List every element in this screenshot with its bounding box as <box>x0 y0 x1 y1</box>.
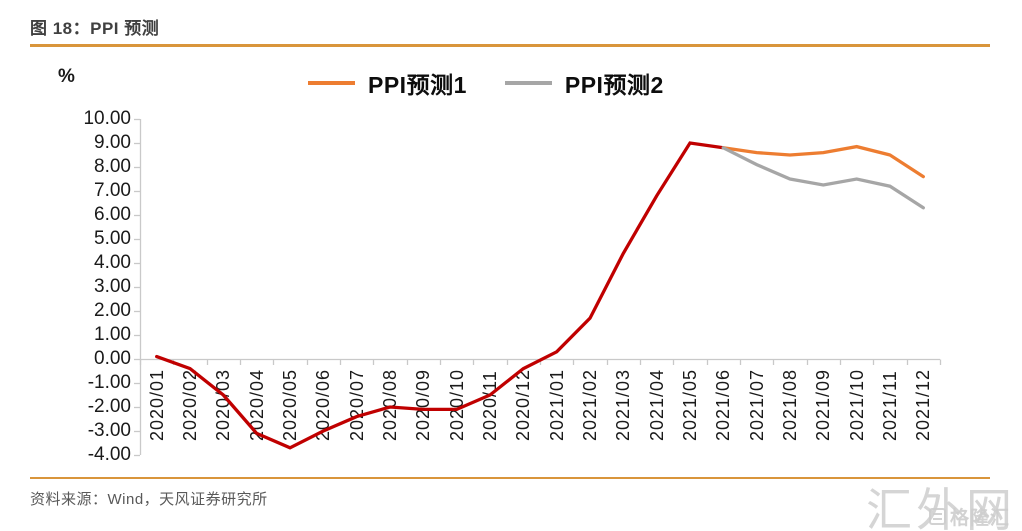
legend-label-2: PPI预测2 <box>564 72 664 98</box>
legend-item-1: PPI预测1 <box>308 66 467 100</box>
chart-legend: PPI预测1 PPI预测2 <box>308 66 664 100</box>
watermark-small-label: 格隆汇 <box>949 508 1010 529</box>
series-line-2 <box>721 146 925 210</box>
y-axis-tick-label: 8.00 <box>94 156 131 177</box>
y-axis-tick-label: -4.00 <box>87 444 131 465</box>
series-line-1 <box>721 144 925 179</box>
legend-label-1: PPI预测1 <box>368 72 467 98</box>
figure-title: 图 18：PPI 预测 <box>30 19 160 38</box>
y-axis-tick-label: -2.00 <box>87 396 131 417</box>
data-source-note: 资料来源：Wind，天风证券研究所 <box>30 491 268 508</box>
y-axis-tick-label: 4.00 <box>94 252 131 273</box>
y-axis-tick-label: 3.00 <box>94 276 131 297</box>
footer-divider-rule <box>30 477 990 479</box>
series-line-0 <box>155 141 725 450</box>
y-axis-unit-label: % <box>58 66 75 87</box>
y-axis-tick-label: 6.00 <box>94 204 131 225</box>
watermark-small: 格隆汇 <box>928 503 1010 530</box>
gelonghui-logo-icon <box>928 508 946 525</box>
y-axis-tick-label: -1.00 <box>87 372 131 393</box>
title-divider-rule <box>30 44 990 47</box>
y-axis-tick-label: 2.00 <box>94 300 131 321</box>
y-axis-tick-label: -3.00 <box>87 420 131 441</box>
legend-line-swatch-1 <box>308 81 355 85</box>
y-axis-tick-label: 1.00 <box>94 324 131 345</box>
y-axis-tick-label: 10.00 <box>83 108 131 129</box>
y-axis-tick-label: 7.00 <box>94 180 131 201</box>
y-axis-tick-label: 5.00 <box>94 228 131 249</box>
legend-line-swatch-2 <box>504 81 552 85</box>
y-axis-tick-label: 9.00 <box>94 132 131 153</box>
legend-item-2: PPI预测2 <box>504 66 664 100</box>
y-axis-tick-label: 0.00 <box>94 348 131 369</box>
